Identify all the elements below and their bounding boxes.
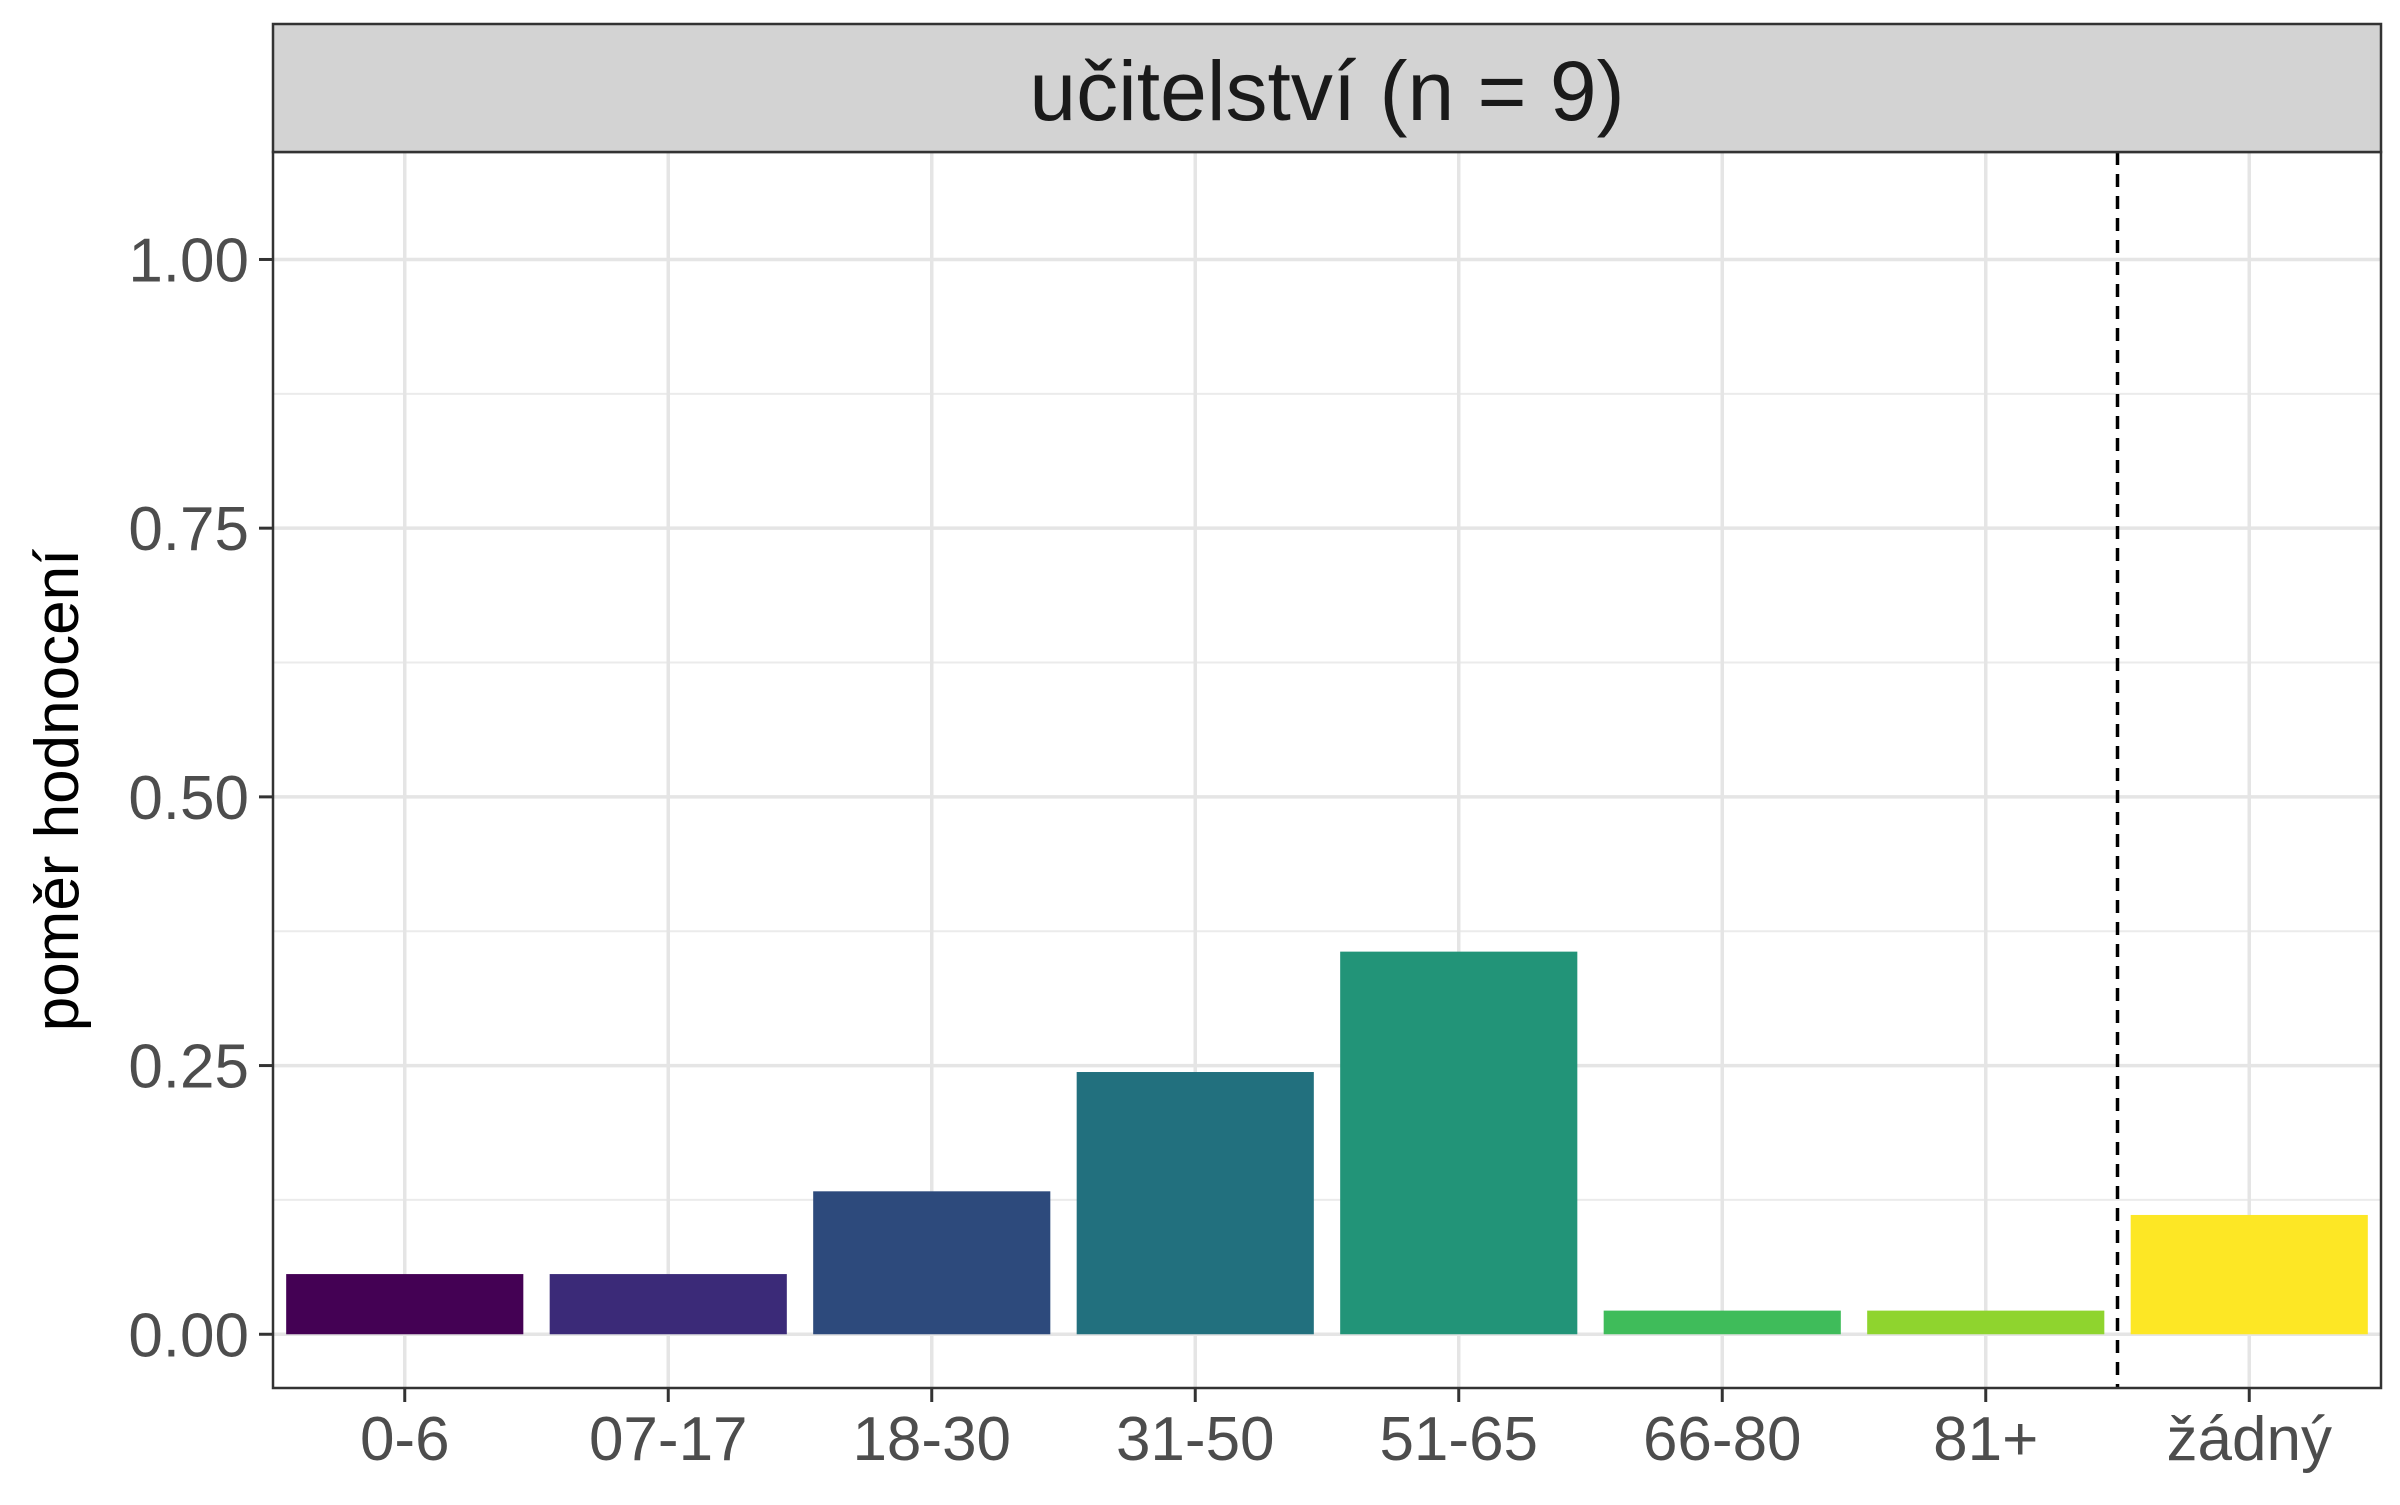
bars-layer bbox=[286, 951, 2368, 1335]
bar-31-50 bbox=[1076, 1072, 1314, 1335]
bar-07-17 bbox=[549, 1274, 787, 1335]
axis-layer: 0.00 0.25 0.50 0.75 1.00 0-6 07-17 18-30 31-50 51… bbox=[128, 226, 2332, 1474]
facet-label: učitelství (n = 9) bbox=[1029, 44, 1624, 138]
x-tick-label: 81+ bbox=[1933, 1405, 2038, 1474]
x-tick-label: 51-65 bbox=[1379, 1405, 1538, 1474]
x-tick-label: 66-80 bbox=[1643, 1405, 1802, 1474]
bar-81+ bbox=[1867, 1310, 2105, 1335]
bar-0-6 bbox=[286, 1274, 524, 1335]
y-axis-title: poměr hodnocení bbox=[23, 549, 92, 1032]
bar-66-80 bbox=[1603, 1310, 1841, 1335]
x-tick-label: 07-17 bbox=[589, 1405, 748, 1474]
x-tick-label: 31-50 bbox=[1116, 1405, 1275, 1474]
x-tick-label: 18-30 bbox=[852, 1405, 1011, 1474]
facet-strip-background bbox=[271, 22, 2383, 154]
bar-51-65 bbox=[1340, 951, 1578, 1335]
y-tick-label: 0.75 bbox=[128, 495, 249, 564]
grid-layer bbox=[273, 152, 2381, 1388]
y-tick-label: 0.25 bbox=[128, 1033, 249, 1102]
y-tick-label: 0.50 bbox=[128, 764, 249, 833]
x-tick-label: 0-6 bbox=[360, 1405, 450, 1474]
x-tick-label: žádný bbox=[2167, 1405, 2332, 1474]
y-tick-label: 1.00 bbox=[128, 226, 249, 295]
bar-žádný bbox=[2130, 1214, 2368, 1335]
bar-18-30 bbox=[813, 1191, 1051, 1335]
facet-strip: učitelství (n = 9) bbox=[271, 22, 2383, 154]
y-tick-label: 0.00 bbox=[128, 1301, 249, 1370]
